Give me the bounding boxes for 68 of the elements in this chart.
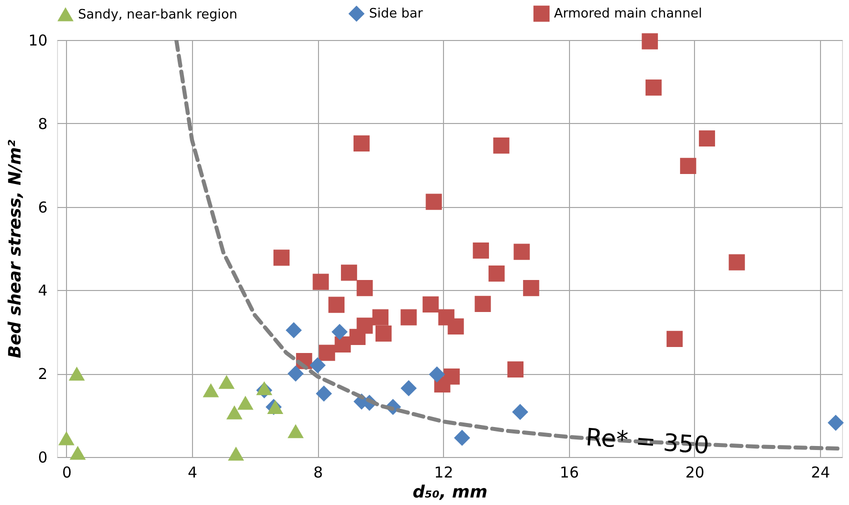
y-axis-title: Bed shear stress, N/m²	[5, 139, 26, 358]
point	[218, 374, 235, 389]
point	[312, 274, 329, 290]
point	[256, 381, 272, 396]
annotation: Re* = 350	[584, 423, 710, 460]
point	[334, 336, 351, 352]
point	[426, 194, 442, 210]
point	[728, 254, 745, 270]
point	[58, 431, 74, 446]
y-tick-label: 4	[38, 282, 48, 300]
y-tick-label: 10	[28, 32, 48, 50]
point	[332, 324, 348, 340]
point	[288, 424, 304, 438]
y-tick-label: 2	[38, 365, 48, 384]
point	[318, 344, 336, 361]
point	[202, 383, 219, 398]
y-tick-label: 6	[38, 198, 48, 216]
point	[273, 250, 290, 266]
point	[646, 79, 662, 96]
x-tick-label: 24	[810, 464, 830, 482]
legend-label: Side bar	[369, 6, 424, 22]
y-tick-label: 8	[38, 114, 48, 133]
point	[372, 309, 388, 326]
point	[328, 296, 345, 313]
point	[340, 264, 358, 281]
point	[642, 33, 658, 50]
point	[666, 330, 683, 348]
point	[228, 446, 244, 461]
point	[376, 326, 392, 342]
point	[493, 137, 510, 154]
point	[448, 318, 464, 335]
point	[828, 414, 844, 431]
point	[316, 386, 332, 402]
point	[310, 357, 326, 374]
point	[288, 366, 304, 382]
x-tick-label: 0	[62, 464, 72, 482]
point	[356, 318, 373, 334]
point	[698, 130, 716, 146]
point	[286, 322, 302, 338]
point	[400, 309, 417, 326]
legend-label: Armored main channel	[554, 6, 702, 22]
point	[512, 404, 528, 420]
x-tick-label: 4	[188, 464, 198, 482]
x-tick-label: 20	[685, 464, 704, 482]
point	[454, 430, 470, 446]
point	[354, 135, 370, 152]
point	[400, 380, 417, 396]
x-axis-title: d₅₀, mm	[412, 482, 488, 502]
x-tick-label: 12	[434, 464, 454, 482]
x-tick-label: 16	[560, 464, 579, 482]
point	[680, 158, 696, 174]
point	[428, 366, 445, 382]
point	[523, 280, 540, 296]
point	[474, 296, 491, 312]
point	[514, 244, 530, 260]
point	[472, 242, 489, 259]
x-tick-label: 8	[313, 464, 323, 482]
point	[68, 366, 85, 381]
point	[422, 296, 439, 312]
legend-label: Sandy, near-bank region	[78, 7, 238, 22]
point	[70, 446, 86, 460]
point	[507, 361, 524, 378]
y-tick-label: 0	[38, 448, 48, 466]
point	[226, 405, 242, 420]
point	[356, 280, 373, 296]
point	[444, 368, 460, 385]
point	[237, 396, 254, 410]
point	[488, 265, 505, 282]
